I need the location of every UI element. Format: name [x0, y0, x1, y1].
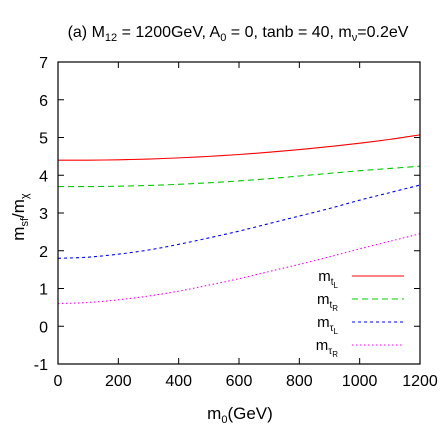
x-tick-label: 200 [105, 373, 132, 390]
y-tick-label: 5 [39, 131, 48, 148]
y-tick-label: 4 [39, 168, 48, 185]
series-line-m_tL [57, 134, 421, 161]
legend-label: mτL [317, 314, 338, 336]
x-tick-label: 1200 [402, 373, 438, 390]
x-tick-label: 800 [286, 373, 313, 390]
y-axis-label: msf/mχ [9, 193, 31, 241]
y-tick-label: -1 [34, 357, 48, 374]
chart-title: (a) M12 = 1200GeV, A0 = 0, tanb = 40, mν… [68, 24, 409, 44]
y-tick-label: 6 [39, 93, 48, 110]
y-tick-label: 3 [39, 206, 48, 223]
y-tick-label: 1 [39, 282, 48, 299]
x-tick-label: 1000 [342, 373, 378, 390]
series-line-m_tR [57, 165, 421, 188]
series-line-m_τL [57, 184, 421, 259]
y-tick-label: 2 [39, 244, 48, 261]
plot-frame [57, 61, 421, 365]
x-tick-label: 600 [226, 373, 253, 390]
x-tick-label: 400 [165, 373, 192, 390]
series-line-m_τR [57, 233, 421, 305]
legend-label: mtL [318, 268, 338, 290]
ticks-layer: 0 200 400 600 800 1000 1200 -1 0 1 2 3 4 5 6 7 [34, 55, 438, 390]
series-layer [57, 134, 421, 305]
y-tick-label: 0 [39, 319, 48, 336]
legend-label: mtR [317, 291, 338, 313]
legend-label: mτR [316, 337, 338, 359]
y-tick-label: 7 [39, 55, 48, 72]
x-tick-label: 0 [54, 373, 63, 390]
x-axis-label: m0(GeV) [207, 404, 273, 426]
